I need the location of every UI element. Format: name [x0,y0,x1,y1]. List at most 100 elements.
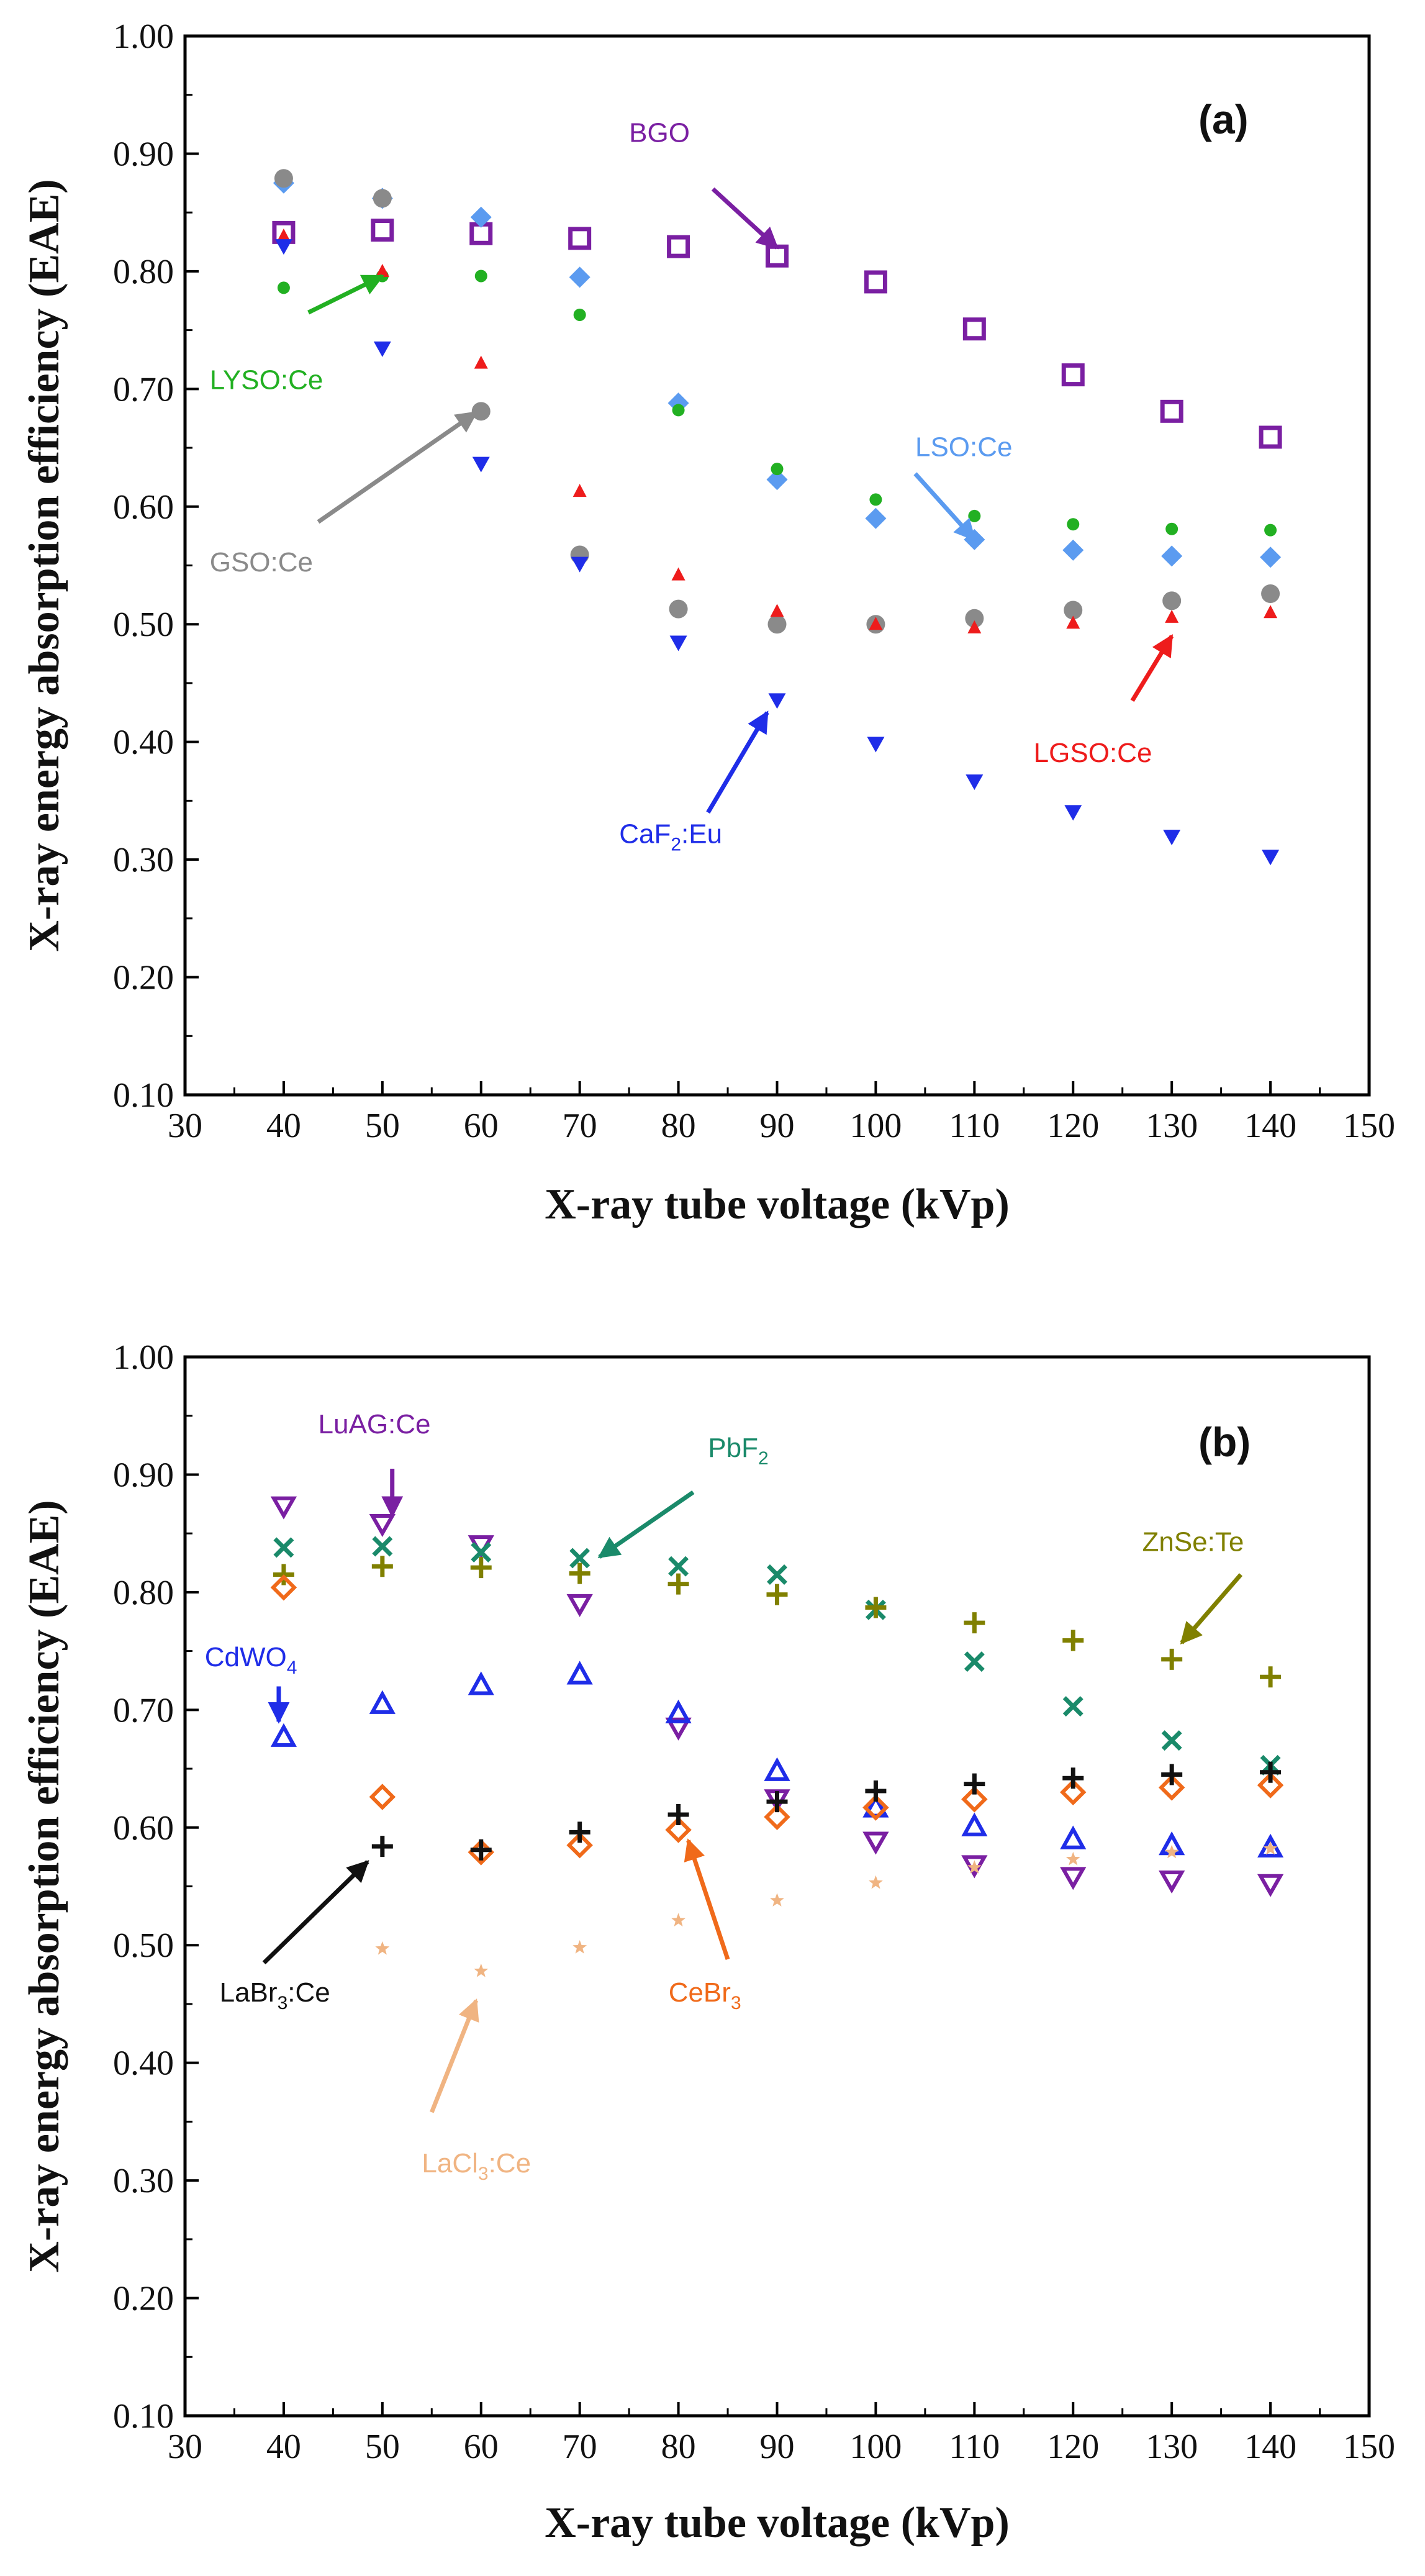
data-point [569,1548,590,1569]
data-point [1161,1648,1183,1670]
data-point [373,189,392,208]
data-point [1264,605,1278,619]
data-point [566,1594,593,1617]
data-point [1257,1772,1284,1798]
annotation-label: LaCl3:Ce [422,2148,531,2184]
y-tick-label: 1.00 [113,17,174,56]
data-point [667,235,690,258]
data-point [965,609,984,628]
series-pbf- [273,1536,1281,1776]
data-point [474,1963,489,1977]
data-point [862,1794,889,1821]
data-point [474,270,487,283]
annotation-label: LuAG:Ce [319,1409,431,1440]
data-point [768,693,786,709]
data-point [1161,1730,1182,1751]
panel-label: (a) [1198,96,1249,142]
data-point [1064,805,1082,821]
data-point [470,1839,492,1861]
x-tick-label: 100 [849,1107,902,1145]
data-point [1161,1764,1183,1785]
data-point [1260,546,1282,568]
data-point [276,229,291,242]
y-tick-label: 0.70 [113,1691,174,1730]
y-tick-label: 0.40 [113,723,174,762]
data-point [764,1803,790,1830]
y-tick-label: 0.20 [113,959,174,997]
annotation-arrow [1180,1573,1243,1644]
data-point [270,1496,297,1520]
data-point [270,1574,297,1601]
data-point [472,456,490,473]
data-point [665,1717,692,1741]
series-lyso-ce [277,270,1277,537]
x-tick-label: 30 [168,1107,202,1145]
data-point [865,1597,887,1618]
data-point [1257,1874,1284,1897]
annotation-arrow [1130,634,1174,702]
x-tick-label: 150 [1343,2428,1395,2466]
annotation-arrow [597,1490,695,1559]
data-point [274,169,293,188]
x-tick-label: 60 [464,2428,499,2466]
annotation-label: LSO:Ce [915,432,1013,462]
x-tick-label: 90 [760,1107,795,1145]
data-point [1062,1696,1083,1717]
y-tick-label: 0.30 [113,841,174,879]
data-point [767,615,787,634]
data-point [869,617,883,630]
annotation-label: PbF2 [708,1433,768,1469]
x-tick-label: 120 [1047,1107,1099,1145]
data-point [375,263,389,277]
x-tick-label: 120 [1047,2428,1099,2466]
x-axis-title: X-ray tube voltage (kVp) [545,1181,1010,1228]
data-point [369,1514,396,1538]
data-point [1060,1825,1087,1849]
data-point [1162,591,1182,610]
data-point [1261,584,1280,603]
data-point [1160,399,1183,423]
x-tick-label: 150 [1343,1107,1395,1145]
data-point [270,1723,297,1747]
data-point [1161,545,1183,567]
x-axis-title: X-ray tube voltage (kVp) [545,2499,1010,2547]
y-tick-label: 0.90 [113,1456,174,1494]
annotation-label: ZnSe:Te [1142,1527,1244,1558]
y-tick-label: 0.10 [113,1076,174,1115]
data-point [966,774,984,791]
data-point [964,1773,985,1795]
data-point [375,1941,390,1955]
annotation-label: GSO:Ce [210,547,313,578]
data-point [1060,1779,1087,1806]
x-tick-label: 90 [760,2428,795,2466]
data-point [667,1803,689,1825]
data-point [572,1940,587,1954]
data-point [1066,615,1080,629]
data-point [968,509,981,522]
data-point [569,1821,590,1843]
chart-panel-a: 30 40 50 60 70 80 90 100 110 120 130 140 150 0.10 0.20… [20,17,1395,1228]
data-point [667,1573,689,1595]
y-tick-label: 0.20 [113,2280,174,2318]
data-point [672,404,685,417]
y-tick-label: 0.80 [113,253,174,291]
y-tick-label: 0.90 [113,135,174,173]
annotation-arrow [913,472,976,542]
x-tick-label: 70 [563,2428,597,2466]
data-point [566,1831,593,1859]
data-point [767,1564,787,1585]
data-point [1164,1844,1179,1859]
plot-frame [183,34,1371,1097]
annotation-label: LYSO:Ce [210,365,323,395]
data-point [371,1836,393,1857]
x-tick-label: 60 [464,1107,499,1145]
series-labr-ce [371,1761,1282,1861]
y-tick-label: 0.10 [113,2397,174,2436]
y-tick-label: 0.40 [113,2044,174,2083]
y-tick-label: 0.30 [113,2162,174,2200]
data-point [962,317,986,341]
data-point [1262,850,1280,866]
data-point [665,1699,692,1724]
data-point [671,1913,685,1927]
data-point [665,1816,692,1843]
